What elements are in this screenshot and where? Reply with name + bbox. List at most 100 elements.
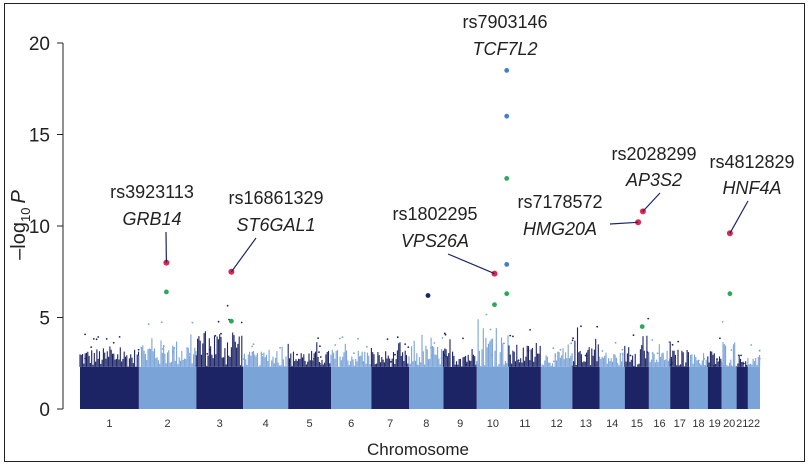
snp-point [703,357,705,360]
chromosome-band-base [443,366,477,409]
highlight-point-chr8 [425,293,431,298]
snp-point [656,352,659,355]
snp-point [527,349,530,352]
chromosome-label-5: 5 [307,418,313,430]
chromosome-8-band [408,334,444,409]
snp-point [362,361,364,364]
y-axis-title-variable: P [8,190,30,204]
chromosome-snp-cloud [408,334,444,367]
annotation-gene-vps26a: VPS26A [401,231,469,251]
leader-vps26a [447,253,495,275]
chromosome-band-base [243,366,289,409]
chromosome-19-band [707,337,722,409]
chromosome-6-band [330,336,372,409]
chromosome-11-band [508,329,541,409]
chromosome-label-16: 16 [653,418,665,430]
snp-point [245,364,248,367]
annotation-snp-tcf7l2: rs7903146 [462,12,547,32]
snp-point [632,334,635,337]
snp-point [430,346,432,349]
snp-point [465,363,467,366]
snp-point [718,361,721,363]
snp-point [390,360,392,363]
snp-point [443,332,446,335]
chromosome-band-base [736,366,748,409]
chromosome-snp-cloud [747,355,761,367]
highlight-point-chr10 [504,262,510,267]
chromosome-label-14: 14 [606,418,618,430]
chromosome-18-band [688,353,709,409]
snp-point [319,356,322,358]
snp-point [407,346,410,348]
y-tick-label-15: 15 [29,126,50,147]
snp-point [217,320,220,323]
y-axis-title: –log10 P [8,190,33,260]
snp-point [730,365,733,367]
chromosome-snp-cloud [476,319,509,367]
chromosome-band-base [540,366,573,409]
chromosome-band-base [371,366,409,409]
snp-point [394,353,396,356]
highlight-point-chr10 [504,291,510,297]
chromosome-label-9: 9 [457,418,463,430]
y-tick-label-10: 10 [29,217,50,238]
chromosome-band-base [721,366,737,409]
snp-point [517,359,520,362]
snp-point [529,329,531,331]
snp-point [404,343,407,345]
snp-point [220,332,222,335]
snp-point [443,354,445,357]
chromosome-label-11: 11 [519,418,530,430]
annotation-gene-hnf4a: HNF4A [722,178,781,198]
snp-point [478,364,481,367]
snp-point [462,337,464,340]
snp-point [240,321,243,324]
snp-point [554,355,557,357]
chromosome-21-band [736,354,748,409]
snp-point [716,358,718,360]
snp-point [552,347,555,350]
chromosome-snp-cloud [242,346,288,367]
snp-point [758,349,761,352]
chromosome-snp-cloud [287,342,331,367]
snp-point [147,323,150,326]
chromosome-snp-cloud [624,335,649,367]
snp-point [737,354,740,357]
snp-point [489,328,492,331]
chromosome-label-12: 12 [550,418,562,430]
snp-point [95,338,98,341]
chromosome-1-band [79,333,140,409]
chromosome-label-18: 18 [692,418,704,430]
snp-point [697,359,700,362]
y-axis-title-prefix: –log [8,222,30,260]
snp-point [188,353,191,355]
chromosome-snp-cloud [370,342,409,367]
chromosome-band-base [331,366,372,409]
chromosome-15-band [624,317,650,409]
chromosome-label-4: 4 [263,418,269,430]
snp-point [256,354,259,357]
annotation-gene-hmg20a: HMG20A [523,219,597,239]
snp-point [208,348,211,351]
chromosome-label-15: 15 [631,418,643,430]
annotation-snp-hmg20a: rs7178572 [517,192,602,212]
snp-point [319,345,321,348]
snp-point [171,351,174,353]
y-axis: 0 5 10 15 20 [29,34,64,421]
snp-point [629,354,632,357]
snp-point [750,344,753,346]
snp-point [580,325,582,328]
snp-point [670,362,673,364]
snp-point [677,340,680,343]
annotation-snp-hnf4a: rs4812829 [709,152,794,172]
chromosome-5-band [287,337,331,409]
snp-point [745,364,748,367]
chromosome-band-base [80,366,139,409]
highlight-point-chr2 [164,289,169,295]
x-axis: 1 2 3 4 5 6 7 8 9 10 11 12 13 14 15 16 17 18 19 20 21 22 [106,418,760,430]
chromosome-band-base [747,366,760,409]
snp-point [191,321,194,324]
snp-point [601,350,604,352]
chromosome-band-base [599,366,625,409]
chromosome-label-22: 22 [748,418,760,430]
